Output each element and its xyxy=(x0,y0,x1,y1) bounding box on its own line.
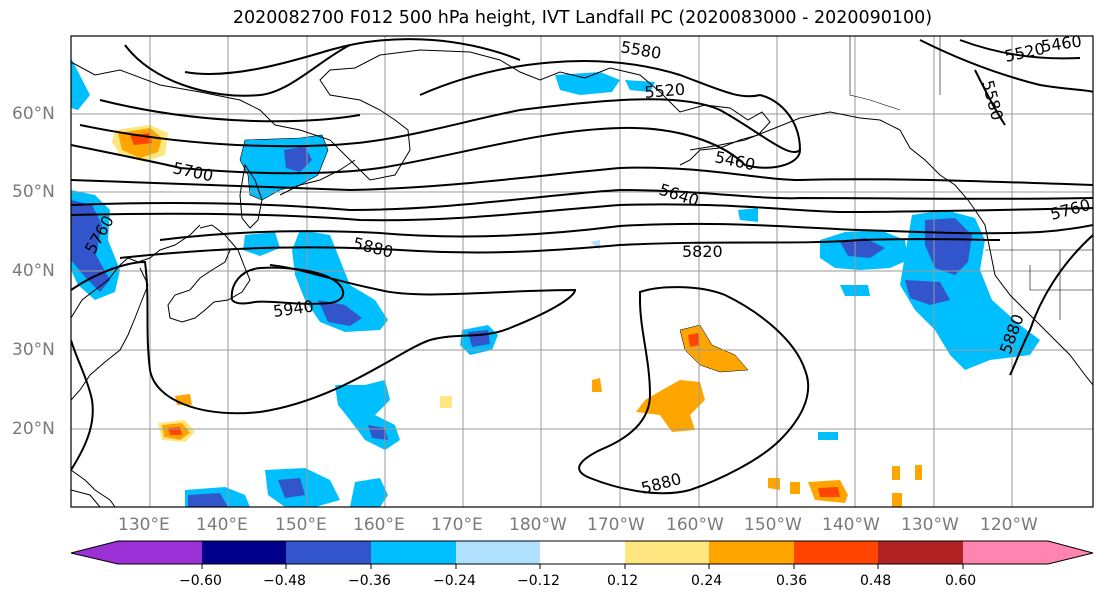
map-title: 2020082700 F012 500 hPa height, IVT Land… xyxy=(232,8,933,28)
lat-label-20n: 20°N xyxy=(12,419,55,439)
lat-label-50n: 50°N xyxy=(12,182,55,202)
colorbar-tick: 0.24 xyxy=(691,573,723,589)
colorbar-tick: −0.36 xyxy=(348,573,391,589)
map-frame xyxy=(70,35,1094,508)
height-contours xyxy=(71,38,1093,495)
colorbar xyxy=(70,540,1094,569)
lon-label-170w: 170°W xyxy=(587,515,645,535)
colorbar-tick: 0.60 xyxy=(945,573,977,589)
contour-label: 5820 xyxy=(682,242,723,261)
lon-label-150w: 150°W xyxy=(744,515,802,535)
political-borders xyxy=(849,36,1093,320)
colorbar-tick: 0.12 xyxy=(607,573,639,589)
lon-label-180w: 180°W xyxy=(509,515,567,535)
lat-label-40n: 40°N xyxy=(12,261,55,281)
lon-label-130w: 130°W xyxy=(901,515,959,535)
lon-label-120w: 120°W xyxy=(980,515,1038,535)
colorbar-extend-high xyxy=(1048,541,1093,564)
colorbar-tick: −0.12 xyxy=(517,573,560,589)
contour-label: 5520 xyxy=(644,80,686,102)
lat-label-30n: 30°N xyxy=(12,340,55,360)
lon-label-160w: 160°W xyxy=(666,515,724,535)
graticule xyxy=(71,36,1093,507)
ivt-negative-shading xyxy=(71,58,1040,507)
colorbar-tick: −0.48 xyxy=(263,573,306,589)
lon-label-160e: 160°E xyxy=(353,515,405,535)
lon-label-150e: 150°E xyxy=(275,515,327,535)
colorbar-tick: −0.24 xyxy=(433,573,476,589)
colorbar-tick: −0.60 xyxy=(179,573,222,589)
lon-label-170e: 170°E xyxy=(431,515,483,535)
lat-label-60n: 60°N xyxy=(12,104,55,124)
lon-label-140e: 140°E xyxy=(196,515,248,535)
colorbar-tick: 0.48 xyxy=(860,573,892,589)
lon-label-140w: 140°W xyxy=(822,515,880,535)
lon-label-130e: 130°E xyxy=(118,515,170,535)
colorbar-extend-low xyxy=(71,541,118,564)
colorbar-tick: 0.36 xyxy=(776,573,808,589)
